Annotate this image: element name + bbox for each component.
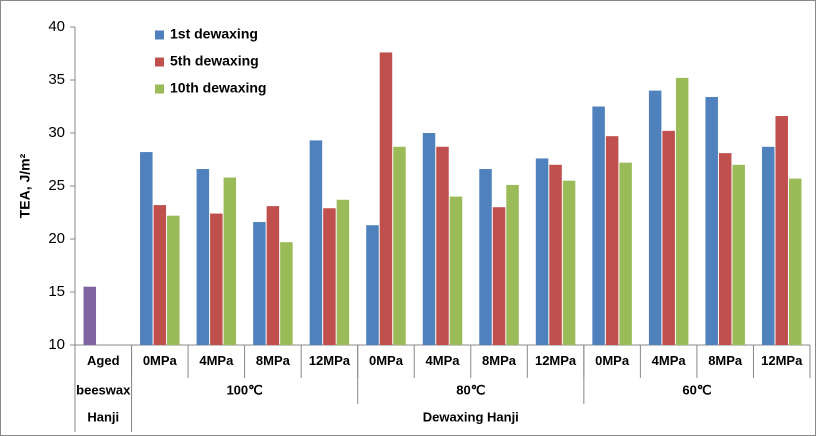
bar: [619, 162, 632, 345]
legend-label: 1st dewaxing: [170, 26, 258, 42]
x-tick-label: 4MPa: [426, 353, 461, 368]
supergroup-label: Hanji: [87, 409, 119, 424]
legend-label: 5th dewaxing: [170, 53, 259, 69]
bar: [562, 180, 576, 345]
y-axis-label: TEA, J/m²: [17, 153, 33, 218]
bar: [280, 242, 293, 345]
bar: [309, 140, 323, 345]
y-tick-label: 10: [48, 336, 65, 353]
group-label: 100℃: [226, 382, 262, 397]
bar: [761, 146, 775, 345]
bar: [535, 158, 549, 345]
bar: [153, 205, 167, 345]
bar: [210, 213, 223, 345]
bar: [479, 169, 492, 345]
y-tick-label: 40: [48, 18, 65, 35]
bar: [662, 130, 675, 345]
bar: [366, 225, 379, 345]
legend-swatch: [155, 57, 164, 67]
x-tick-label: 8MPa: [256, 353, 291, 368]
bar: [140, 152, 153, 345]
bar: [449, 196, 463, 345]
y-tick-label: 35: [48, 71, 65, 88]
x-tick-label: 12MPa: [761, 353, 803, 368]
bar: [266, 206, 280, 345]
bar: [336, 199, 350, 345]
x-tick-label: 0MPa: [143, 353, 178, 368]
group-label: 80℃: [456, 382, 485, 397]
bar: [605, 136, 619, 345]
bar: [648, 90, 662, 345]
bar: [196, 169, 210, 345]
x-tick-label: 12MPa: [535, 353, 577, 368]
bar: [718, 153, 732, 345]
y-tick-label: 20: [48, 230, 65, 247]
bar: [253, 222, 266, 345]
bar: [223, 177, 237, 345]
x-tick-label: Aged: [87, 353, 120, 368]
y-tick-label: 30: [48, 124, 65, 141]
legend-swatch: [155, 30, 164, 40]
y-tick-label: 15: [48, 283, 65, 300]
x-tick-label: 4MPa: [199, 353, 234, 368]
x-tick-label: 8MPa: [482, 353, 517, 368]
bar: [167, 215, 180, 345]
legend-swatch: [155, 84, 164, 94]
bar: [393, 146, 406, 345]
group-label: 60℃: [682, 382, 711, 397]
x-tick-label: 8MPa: [708, 353, 743, 368]
bar: [83, 286, 97, 345]
bar: [592, 106, 605, 345]
bar: [323, 208, 336, 345]
bar: [732, 164, 745, 345]
bar: [506, 184, 519, 345]
y-tick-label: 25: [48, 177, 65, 194]
bar: [436, 146, 449, 345]
x-tick-label: 0MPa: [595, 353, 630, 368]
bar: [549, 164, 562, 345]
group-label: beeswax: [76, 382, 131, 397]
bar: [705, 96, 718, 346]
bar: [788, 178, 802, 345]
bar: [492, 207, 506, 345]
supergroup-label: Dewaxing Hanji: [423, 409, 519, 424]
bar: [422, 133, 436, 345]
legend-label: 10th dewaxing: [170, 80, 266, 96]
x-tick-label: 0MPa: [369, 353, 404, 368]
bar: [379, 52, 393, 345]
x-tick-label: 4MPa: [652, 353, 687, 368]
bar: [775, 116, 788, 345]
x-tick-label: 12MPa: [309, 353, 351, 368]
bar: [675, 77, 689, 345]
